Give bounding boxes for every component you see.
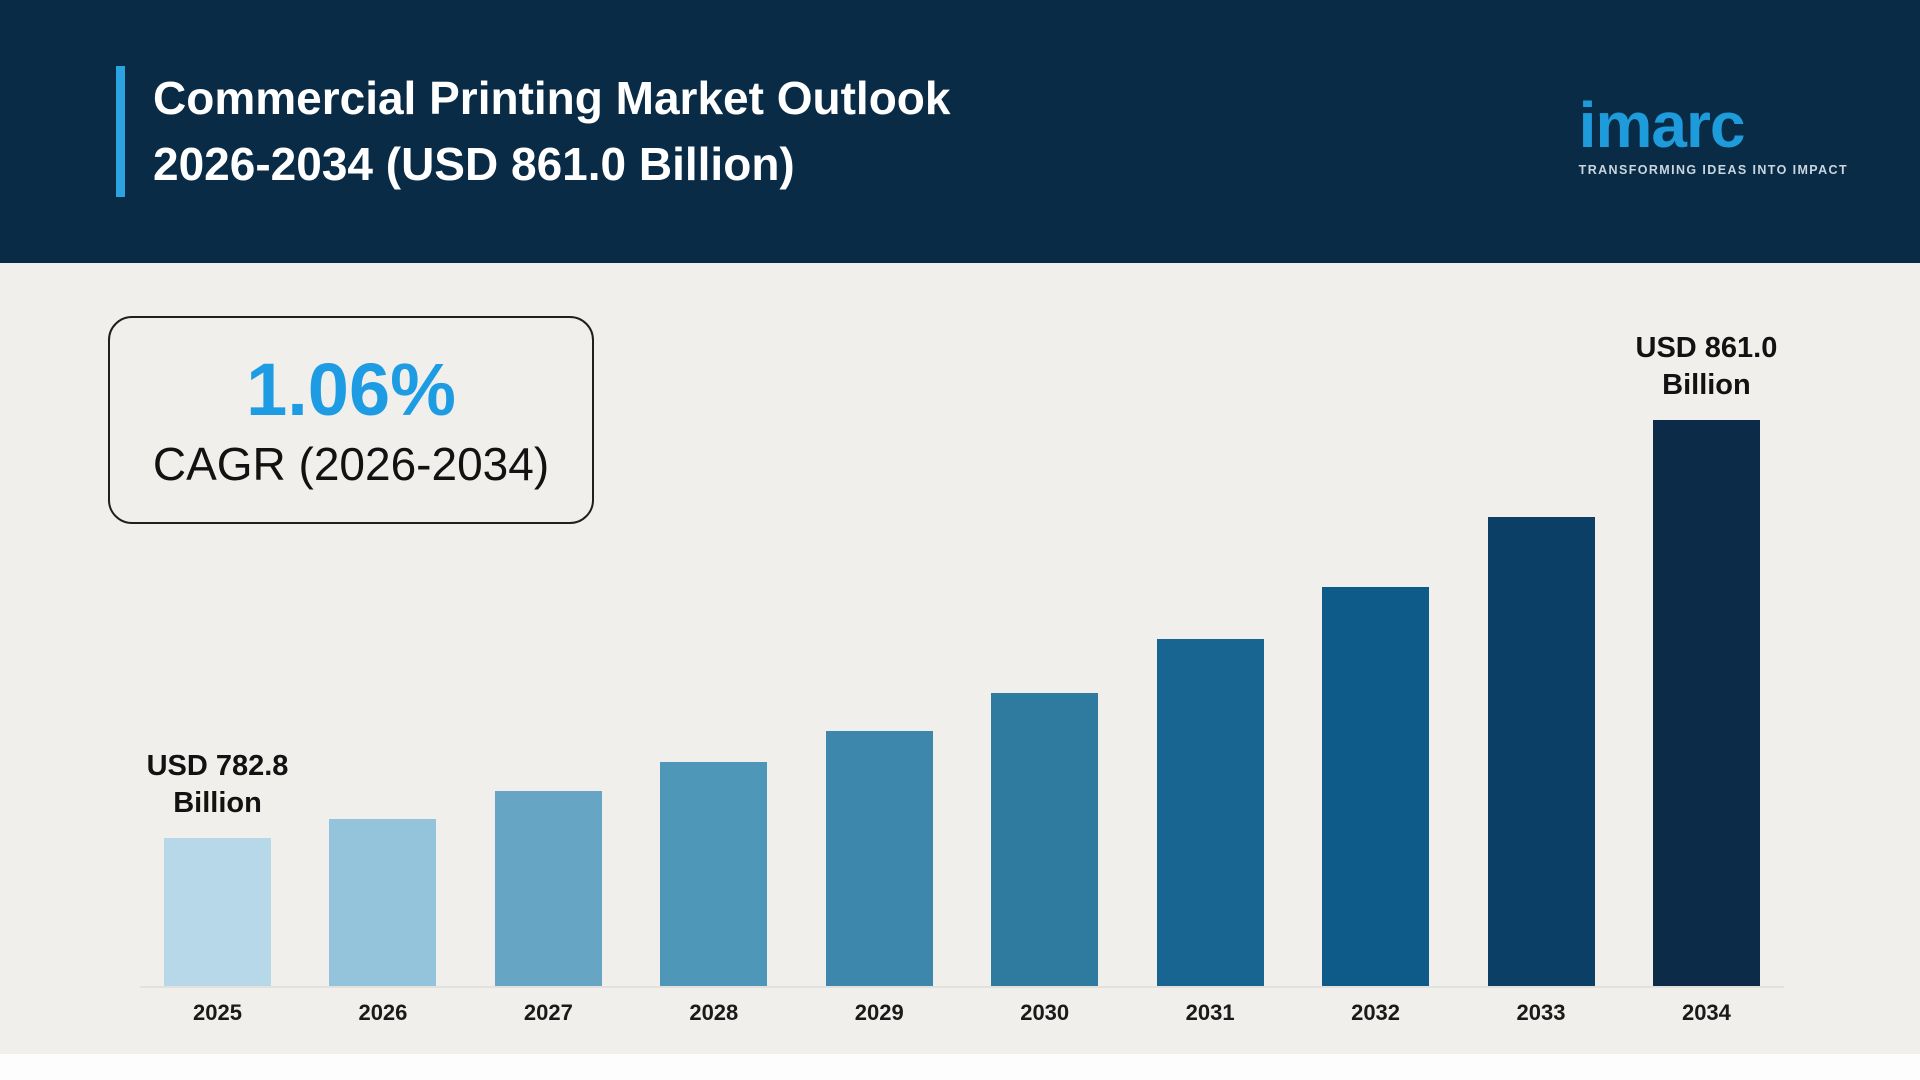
- bar-slot-2030: 2030: [991, 296, 1099, 1025]
- bar-2031: [1156, 639, 1264, 986]
- imarc-logo-tagline: TRANSFORMING IDEAS INTO IMPACT: [1578, 162, 1848, 177]
- bar-slot-2034: USD 861.0 Billion 2034: [1636, 296, 1778, 1025]
- x-tick-2029: 2029: [854, 1000, 904, 1025]
- bar-2032: [1322, 587, 1430, 986]
- bar-value-label-2034: USD 861.0 Billion: [1635, 331, 1778, 401]
- x-tick-2025: 2025: [193, 1000, 242, 1025]
- bar-value-label-2025: USD 782.8 Billion: [146, 749, 289, 819]
- bar-2028: [660, 762, 768, 986]
- header: Commercial Printing Market Outlook 2026-…: [0, 0, 1920, 263]
- bar-chart: USD 782.8 Billion 2025 2026 2027 2028 2029 2030…: [140, 296, 1784, 1025]
- cagr-label: CAGR (2026-2034): [152, 438, 550, 490]
- bar-slot-2031: 2031: [1156, 296, 1264, 1025]
- x-tick-2031: 2031: [1185, 1000, 1235, 1025]
- x-tick-2032: 2032: [1351, 1000, 1401, 1025]
- bar-2025: [164, 838, 271, 986]
- page-title-line1: Commercial Printing Market Outlook: [153, 72, 951, 125]
- page-title-line2: 2026-2034 (USD 861.0 Billion): [153, 137, 795, 190]
- x-tick-2027: 2027: [523, 1000, 573, 1025]
- x-tick-2028: 2028: [689, 1000, 739, 1025]
- cagr-value: 1.06%: [246, 348, 456, 431]
- bar-2034: [1652, 420, 1760, 986]
- imarc-logo: imarc TRANSFORMING IDEAS INTO IMPACT: [1579, 93, 1848, 177]
- page-title: Commercial Printing Market Outlook 2026-…: [116, 66, 950, 197]
- x-tick-2030: 2030: [1020, 1000, 1070, 1025]
- bar-2030: [991, 693, 1099, 986]
- x-tick-2026: 2026: [358, 1000, 408, 1025]
- imarc-logo-wordmark: imarc: [1578, 88, 1746, 161]
- footer-strip: [0, 1054, 1920, 1080]
- bar-2029: [825, 731, 933, 986]
- bar-slot-2032: 2032: [1322, 296, 1430, 1025]
- bar-slot-2033: 2033: [1487, 296, 1595, 1025]
- bar-2026: [329, 819, 437, 986]
- cagr-box: 1.06% CAGR (2026-2034): [108, 316, 594, 524]
- bar-2027: [494, 791, 602, 986]
- bar-slot-2028: 2028: [660, 296, 768, 1025]
- bar-slot-2029: 2029: [825, 296, 933, 1025]
- bar-2033: [1487, 517, 1595, 986]
- x-tick-2033: 2033: [1516, 1000, 1566, 1025]
- bar-slot-2027: 2027: [494, 296, 602, 1025]
- bar-slot-2025: USD 782.8 Billion 2025: [147, 296, 289, 1025]
- bar-slot-2026: 2026: [329, 296, 437, 1025]
- x-tick-2034: 2034: [1681, 1000, 1731, 1025]
